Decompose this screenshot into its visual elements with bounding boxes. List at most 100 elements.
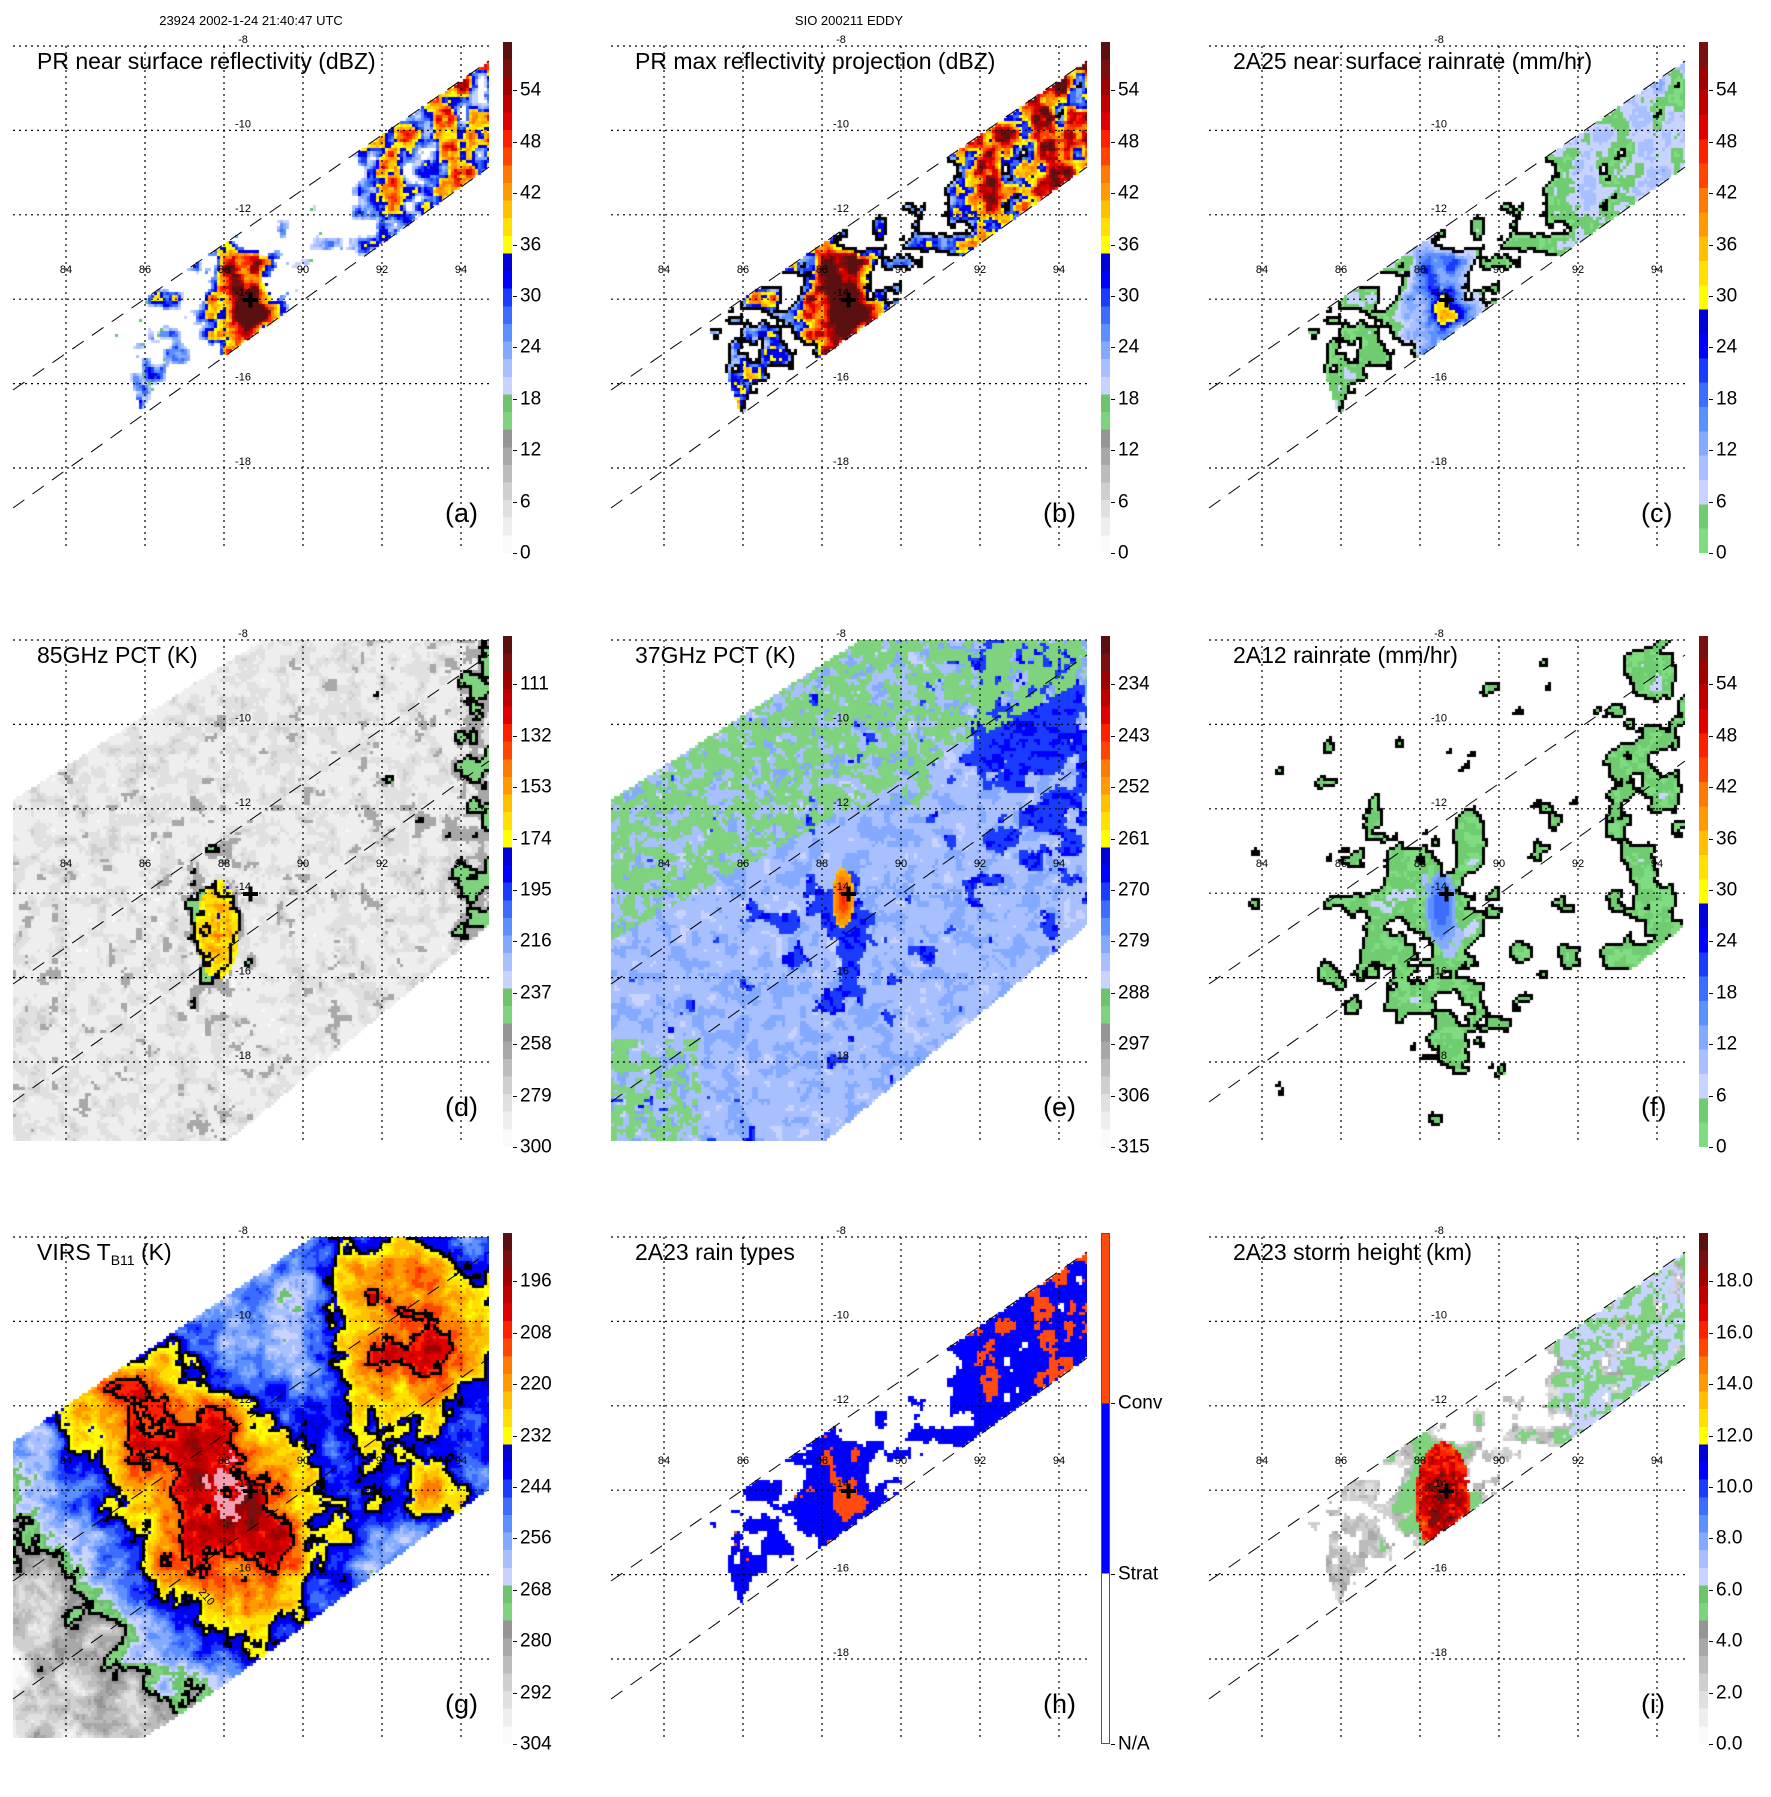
panel-h: 84 -8 86 -10 88 -12 90 -14 92 -16 94 -18 2A23 rain t… (610, 1225, 1171, 1797)
lon-label: 86 (737, 1455, 749, 1467)
lon-label: 84 (1256, 858, 1268, 870)
panel-title: 2A23 rain types (635, 1240, 795, 1265)
map-grid-overlay: 84 -8 86 -10 88 -12 90 -14 92 -16 94 -18 (610, 628, 1088, 1141)
lon-label: 90 (1493, 1455, 1505, 1467)
lon-label: 86 (737, 264, 749, 276)
lat-label: -8 (1434, 628, 1444, 640)
colorbar-label: 16.0 (1716, 1322, 1753, 1344)
colorbar-label: 0 (1716, 1136, 1727, 1158)
lat-label: -10 (833, 1309, 849, 1321)
lat-label: -16 (1431, 1563, 1447, 1575)
colorbar-label: 6 (520, 491, 531, 513)
lat-label: -16 (1431, 966, 1447, 978)
colorbar-tick (513, 1281, 517, 1283)
lat-label: -14 (235, 1478, 251, 1490)
panel-letter: (a) (445, 498, 478, 528)
lat-label: -8 (238, 628, 248, 640)
colorbar-tick (513, 1589, 517, 1591)
panel-b: 84 -8 86 -10 88 -12 90 -14 92 -16 94 -18 PR max refl… (610, 34, 1171, 606)
lon-label: 84 (60, 1455, 72, 1467)
colorbar-tick (513, 1384, 517, 1386)
colorbar-tick (1111, 347, 1115, 349)
lat-label: -10 (833, 118, 849, 130)
colorbar-label: 306 (1118, 1085, 1150, 1107)
colorbar-tick (1709, 838, 1713, 840)
lon-label: 84 (658, 1455, 670, 1467)
colorbar-label: 36 (520, 234, 542, 256)
colorbar-tick (1111, 141, 1115, 143)
colorbar-tick (513, 296, 517, 297)
lon-label: 94 (1651, 858, 1663, 870)
colorbar-tick (1709, 501, 1713, 503)
lon-label: 94 (1053, 858, 1065, 870)
lon-label: 86 (1335, 858, 1347, 870)
colorbar-tick (1709, 890, 1713, 891)
colorbar-tick (1709, 1332, 1713, 1334)
colorbar-tick (513, 398, 517, 400)
colorbar-label: 174 (520, 828, 552, 850)
lat-label: -16 (1431, 372, 1447, 384)
lat-label: -10 (833, 712, 849, 724)
map-i: 84 -8 86 -10 88 -12 90 -14 92 -16 94 -18 (1208, 1225, 1686, 1738)
colorbar-tick (1709, 90, 1713, 92)
colorbar-label: 208 (520, 1322, 552, 1344)
lat-label: -12 (235, 1394, 251, 1406)
pr-swath-edge-lower (12, 166, 490, 509)
storm-name-header: SIO 200211 EDDY (794, 13, 904, 28)
colorbar-label: 36 (1716, 828, 1738, 850)
colorbar-tick (513, 1641, 517, 1643)
panel-title-text: 2A12 rainrate (mm/hr) (1233, 642, 1458, 668)
lat-label: -16 (235, 1563, 251, 1575)
map-grid-overlay: 84 -8 86 -10 88 -12 90 -14 92 -16 94 -18 (610, 34, 1088, 547)
colorbar-label: 111 (520, 673, 549, 695)
colorbar-label: 256 (520, 1527, 552, 1549)
colorbar-label: 220 (520, 1373, 552, 1395)
lat-label: -12 (1431, 1394, 1447, 1406)
colorbar (1101, 42, 1110, 553)
colorbar-tick (1111, 787, 1115, 789)
colorbar-label: 48 (1716, 131, 1738, 153)
panel-i: 84 -8 86 -10 88 -12 90 -14 92 -16 94 -18 2A23 storm … (1208, 1225, 1769, 1797)
colorbar-tick (1111, 890, 1115, 891)
colorbar-tick (513, 1147, 517, 1148)
colorbar-tick (513, 244, 517, 246)
colorbar-tick (1709, 193, 1713, 195)
colorbar-tick (1111, 992, 1115, 994)
colorbar-tick (513, 838, 517, 840)
colorbar (503, 636, 512, 1147)
colorbar-label: 279 (1118, 930, 1150, 952)
colorbar-label: 18 (1716, 388, 1738, 410)
lat-label: -14 (1431, 1478, 1447, 1490)
panel-letter: (h) (1043, 1689, 1076, 1719)
map-a: 84 -8 86 -10 88 -12 90 -14 92 -16 94 -18 (12, 34, 490, 547)
colorbar (1699, 1233, 1708, 1744)
lat-label: -8 (238, 34, 248, 46)
panel-title: 2A23 storm height (km) (1233, 1240, 1472, 1265)
colorbar-tick (1709, 553, 1713, 554)
colorbar (1699, 636, 1708, 1147)
lat-label: -8 (836, 34, 846, 46)
lon-label: 88 (816, 858, 828, 870)
lat-label: -10 (235, 712, 251, 724)
colorbar-label: 0 (1716, 542, 1727, 564)
colorbar-tick (513, 553, 517, 554)
colorbar-label: 48 (1118, 131, 1140, 153)
colorbar-label: 292 (520, 1682, 552, 1704)
storm-center-cross-icon (1439, 1483, 1454, 1499)
colorbar (1699, 42, 1708, 553)
lat-label: -8 (836, 1225, 846, 1237)
colorbar-label: 6 (1716, 491, 1727, 513)
colorbar-label: 30 (520, 285, 542, 307)
colorbar-label: 30 (1716, 285, 1738, 307)
colorbar-label: 268 (520, 1579, 552, 1601)
colorbar-tick (1111, 398, 1115, 400)
colorbar-label: Strat (1118, 1563, 1159, 1585)
colorbar-tick (513, 501, 517, 503)
colorbar-label: 2.0 (1716, 1682, 1743, 1704)
colorbar-tick (1709, 941, 1713, 943)
panel-title: PR near surface reflectivity (dBZ) (37, 49, 376, 74)
colorbar-tick (1111, 684, 1115, 686)
colorbar-label: 24 (520, 336, 542, 358)
colorbar-label: Conv (1118, 1392, 1163, 1414)
colorbar-tick (513, 141, 517, 143)
